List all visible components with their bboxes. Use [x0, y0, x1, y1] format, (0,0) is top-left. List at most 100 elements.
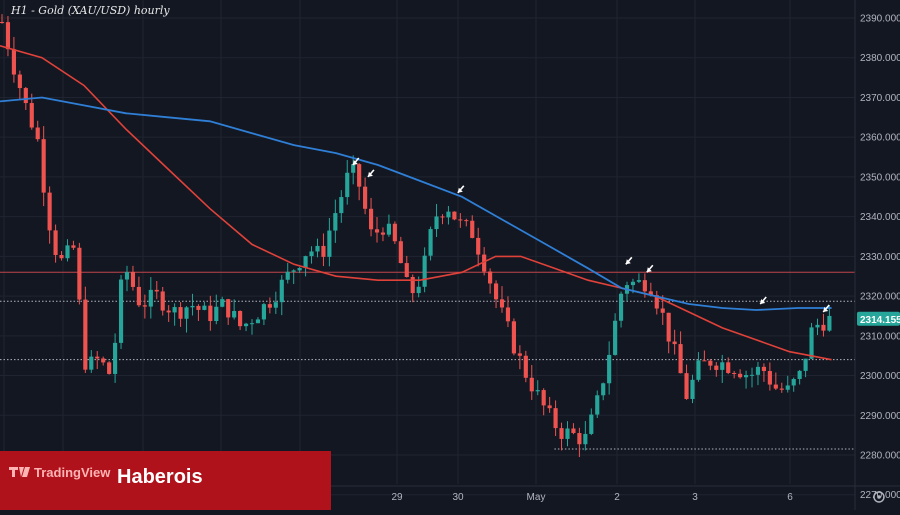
candle — [214, 294, 219, 325]
candle — [511, 318, 516, 356]
grid-lines — [0, 0, 855, 496]
arrow-marker-icon — [367, 169, 375, 178]
candle — [363, 177, 368, 215]
candle — [291, 269, 296, 284]
candle — [464, 218, 469, 227]
candle — [714, 362, 719, 377]
y-tick-label: 2390.000 — [860, 14, 900, 25]
candle — [267, 297, 272, 314]
haberois-logo-text: Haberois — [117, 466, 203, 488]
candle — [297, 267, 302, 273]
candle — [684, 364, 689, 400]
y-tick-label: 2300.000 — [860, 371, 900, 382]
candle — [386, 214, 391, 237]
candle — [17, 70, 22, 99]
y-tick-label: 2330.000 — [860, 252, 900, 263]
candle — [440, 214, 445, 225]
watermark-bg — [0, 451, 331, 510]
candle — [785, 375, 790, 393]
candle — [779, 382, 784, 393]
candle — [446, 206, 451, 225]
candle — [124, 265, 130, 292]
candle — [529, 364, 534, 400]
candle — [708, 359, 713, 371]
candle — [583, 421, 588, 451]
candle — [154, 280, 159, 300]
candle — [595, 390, 600, 418]
candle — [160, 286, 165, 316]
candle — [77, 242, 82, 305]
candle — [589, 408, 594, 436]
candle — [190, 293, 195, 316]
candle — [499, 286, 505, 313]
candle — [380, 227, 386, 242]
candle — [398, 236, 403, 264]
ma-slow-line — [0, 96, 832, 311]
candle — [797, 369, 802, 385]
candle — [767, 362, 772, 391]
candle — [505, 296, 511, 328]
candle — [726, 357, 731, 375]
current-price-badge: 2314.155 — [857, 311, 900, 326]
candle — [827, 305, 832, 332]
candle — [184, 306, 189, 333]
candle — [803, 358, 808, 378]
candle — [166, 305, 171, 322]
candle — [743, 370, 749, 389]
candle — [0, 14, 5, 24]
candle — [172, 303, 177, 326]
candle — [636, 273, 641, 284]
arrow-marker-icon — [352, 157, 360, 166]
candle — [666, 312, 671, 354]
candle — [118, 275, 124, 349]
candle — [577, 427, 582, 458]
candle — [601, 382, 606, 401]
candle — [11, 36, 16, 83]
candle — [517, 345, 522, 370]
candle — [29, 93, 34, 130]
candle — [458, 213, 463, 228]
candle — [71, 240, 76, 250]
tradingview-logo-text: TradingView — [34, 465, 111, 480]
candle — [755, 361, 761, 386]
price-axis[interactable]: 2390.000 2380.000 2370.000 2360.000 2350.000… — [854, 0, 900, 510]
settings-gear-icon[interactable] — [873, 491, 885, 503]
candle — [773, 372, 778, 391]
candle — [428, 226, 433, 261]
candle — [243, 322, 249, 332]
candle — [565, 421, 570, 447]
y-tick-label: 2280.000 — [860, 451, 900, 462]
y-tick-label: 2320.000 — [860, 292, 900, 303]
candle — [249, 319, 255, 335]
candle — [702, 350, 707, 362]
candle — [95, 351, 100, 370]
candle — [809, 322, 814, 360]
candle — [607, 341, 612, 395]
candle — [535, 380, 540, 396]
x-tick-label: 30 — [452, 492, 464, 503]
y-tick-label: 2360.000 — [860, 133, 900, 144]
candle — [541, 388, 546, 416]
candle — [345, 160, 350, 205]
candle — [196, 304, 201, 321]
candle — [571, 423, 576, 435]
candle — [672, 329, 677, 355]
candle — [368, 197, 374, 237]
x-tick-label: May — [527, 492, 546, 503]
candle — [178, 302, 183, 327]
candle — [547, 396, 552, 413]
candle — [53, 224, 58, 263]
candle — [261, 302, 266, 326]
candle — [148, 277, 153, 319]
arrow-marker-icon — [822, 304, 830, 313]
watermark-banner: TradingView Haberois — [0, 451, 331, 510]
annotation-arrows — [352, 157, 830, 313]
candle — [208, 295, 213, 331]
candle — [654, 290, 659, 315]
candle — [696, 352, 701, 382]
candle — [404, 255, 409, 278]
candle — [101, 356, 106, 366]
candle — [452, 211, 457, 221]
